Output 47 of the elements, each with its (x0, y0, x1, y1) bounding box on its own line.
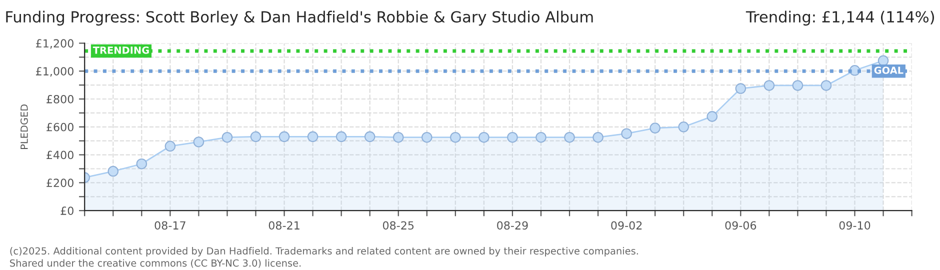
x-tick-label: 08-25 (382, 221, 414, 230)
x-tick-label: 08-21 (268, 221, 300, 230)
point (450, 132, 461, 143)
point (108, 166, 119, 177)
x-tick-label: 09-06 (725, 221, 756, 230)
point (735, 83, 746, 94)
point (820, 80, 832, 91)
point (507, 132, 518, 143)
point (706, 111, 718, 122)
text: Shared under the creative commons (CC BY-NC 3.0) license. (10, 259, 301, 268)
x-tick-label: 08-17 (154, 221, 186, 230)
ref-line-label: TRENDING (92, 46, 149, 54)
x-tick-label: 09-02 (611, 221, 642, 230)
point (678, 122, 689, 132)
point (278, 131, 290, 142)
y-tick-label: £800 (46, 94, 74, 104)
x-tick-label: 08-29 (497, 221, 528, 230)
point (536, 132, 546, 143)
y-tick-label: £0 (60, 206, 74, 215)
y-axis-title: PLEDGED (20, 104, 28, 149)
point (564, 132, 575, 143)
point (650, 122, 660, 134)
point (422, 132, 432, 143)
y-tick-label: £1,000 (36, 67, 74, 77)
y-tick-label: £1,200 (36, 39, 74, 49)
point (764, 80, 775, 91)
chart-subtitle: Trending: £1,144 (114%) (746, 10, 934, 26)
point (336, 131, 347, 142)
point (250, 131, 262, 142)
point (478, 132, 490, 143)
point (222, 132, 233, 143)
point (307, 131, 318, 142)
point (193, 136, 204, 148)
text: (c)2025. Additional content provided by Dan Hadfield. Trademarks and related content are owned by their respective companies. (10, 247, 638, 256)
point (136, 158, 148, 170)
chart-title: Funding Progress: Scott Borley & Dan Hadfield's Robbie & Gary Studio Album (6, 10, 593, 26)
y-tick-label: £400 (46, 150, 74, 160)
y-tick-label: £600 (46, 122, 74, 132)
point (164, 140, 176, 152)
x-tick-label: 09-10 (839, 221, 870, 230)
point (621, 128, 632, 139)
point (792, 80, 804, 91)
y-tick-label: £200 (46, 178, 74, 188)
point (364, 131, 376, 142)
point (592, 132, 604, 143)
point (392, 132, 404, 143)
ref-line-label: GOAL (874, 66, 904, 74)
